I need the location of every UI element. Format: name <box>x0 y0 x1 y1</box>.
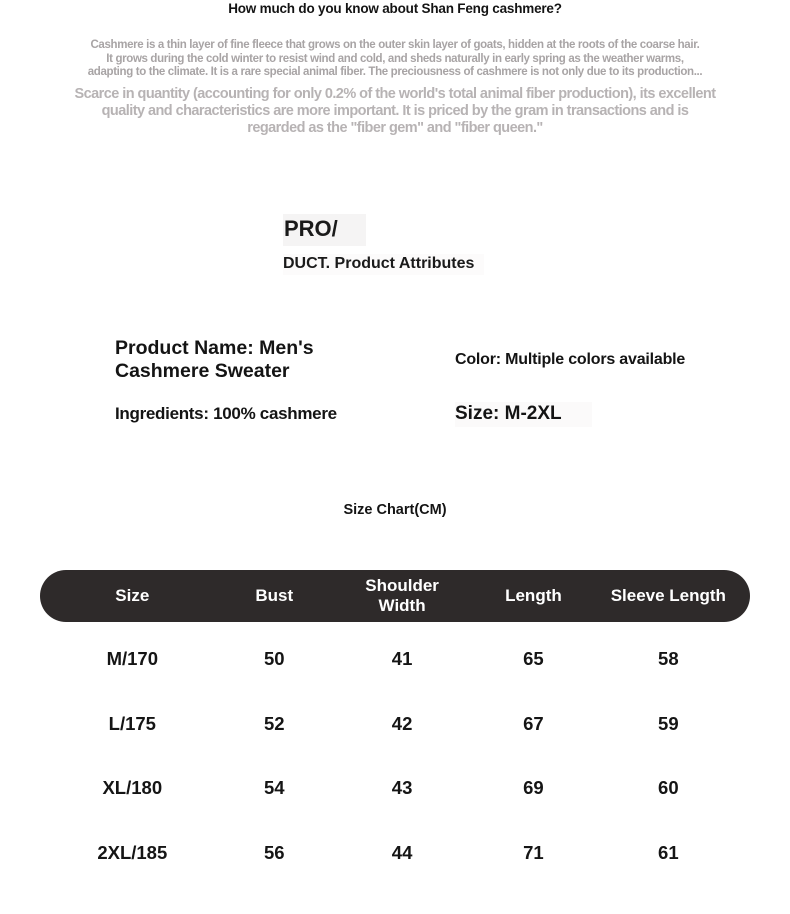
table-row: M/170 50 41 65 58 <box>40 627 750 692</box>
cell-sleeve-length: 59 <box>658 712 679 734</box>
cell-size: L/175 <box>108 712 156 734</box>
cell-sleeve-length: 58 <box>658 648 679 670</box>
page-title: How much do you know about Shan Feng cas… <box>228 1 562 16</box>
column-header-size: Size <box>115 585 150 605</box>
intro-paragraph-large: Scarce in quantity (accounting for only … <box>74 86 717 136</box>
table-row: L/175 52 42 67 59 <box>40 692 750 757</box>
cell-length: 65 <box>523 648 544 670</box>
cell-size: XL/180 <box>102 777 163 799</box>
cell-length: 69 <box>523 777 544 799</box>
attribute-ingredients: Ingredients: 100% cashmere <box>115 404 337 423</box>
size-chart-header-row: Size Bust Shoulder Width Length Sleeve L… <box>40 570 750 622</box>
column-header-sleeve-length: Sleeve Length <box>610 585 726 605</box>
table-row: 2XL/185 56 44 71 61 <box>40 821 750 886</box>
product-attributes-heading-top: PRO/ <box>283 214 366 246</box>
cell-length: 71 <box>523 841 544 863</box>
cell-sleeve-length: 61 <box>658 841 679 863</box>
table-row: XL/180 54 43 69 60 <box>40 756 750 821</box>
intro-paragraph-small: Cashmere is a thin layer of fine fleece … <box>87 39 703 79</box>
cell-shoulder-width: 41 <box>391 648 413 670</box>
cell-shoulder-width: 43 <box>391 777 413 799</box>
cell-length: 67 <box>523 712 544 734</box>
column-header-length: Length <box>505 585 562 605</box>
cell-bust: 50 <box>264 648 285 670</box>
size-chart-table: Size Bust Shoulder Width Length Sleeve L… <box>40 570 750 885</box>
cell-size: M/170 <box>106 648 158 670</box>
attribute-product-name: Product Name: Men's Cashmere Sweater <box>115 337 314 382</box>
cell-sleeve-length: 60 <box>658 777 679 799</box>
cell-shoulder-width: 44 <box>391 841 413 863</box>
cell-size: 2XL/185 <box>97 841 168 863</box>
product-attributes-heading-bottom: DUCT. Product Attributes <box>283 254 485 275</box>
cell-shoulder-width: 42 <box>391 712 413 734</box>
attribute-color: Color: Multiple colors available <box>455 351 686 368</box>
cell-bust: 52 <box>264 712 285 734</box>
column-header-bust: Bust <box>255 585 294 605</box>
size-chart-title: Size Chart(CM) <box>343 502 447 518</box>
attribute-size: Size: M-2XL <box>455 402 592 427</box>
cell-bust: 54 <box>264 777 285 799</box>
cell-bust: 56 <box>264 841 285 863</box>
column-header-shoulder-width: Shoulder Width <box>365 575 439 616</box>
size-chart-body: M/170 50 41 65 58 L/175 52 42 67 59 XL/1… <box>40 627 750 885</box>
